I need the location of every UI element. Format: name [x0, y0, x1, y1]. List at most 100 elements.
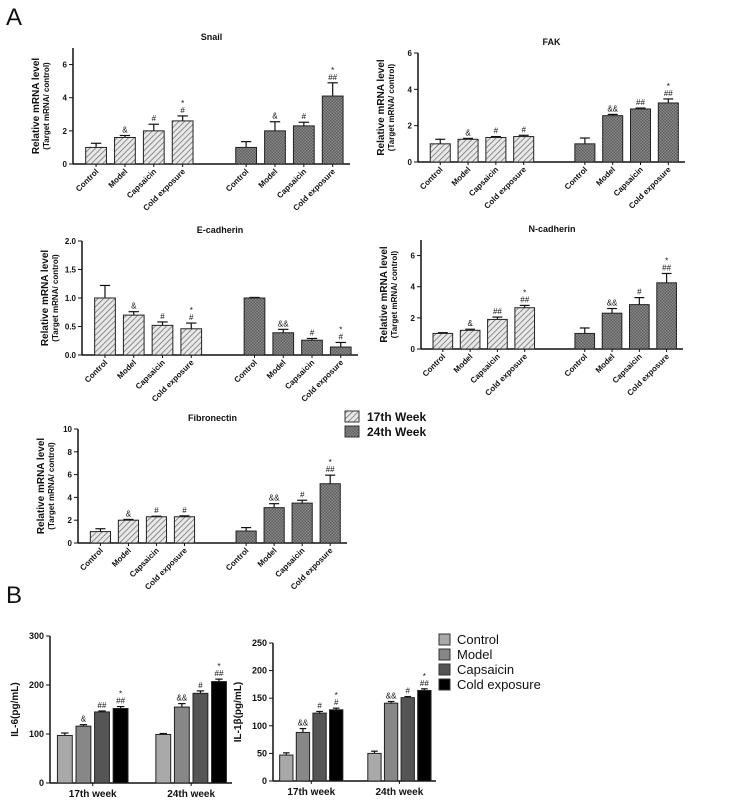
y-axis-label: (Target mRNA/ control) [390, 250, 399, 338]
y-tick-label: 2 [68, 516, 73, 525]
y-tick-label: 6 [68, 471, 73, 480]
bar-model [173, 706, 190, 784]
legend-label: 17th Week [367, 410, 426, 424]
y-tick-label: 0 [408, 158, 413, 167]
bar-capsaicin [485, 136, 507, 163]
significance-mark: ## [664, 89, 673, 98]
bar-model [459, 329, 481, 350]
significance-mark: # [339, 332, 344, 341]
bar-model [272, 332, 295, 356]
significance-mark: && [269, 494, 280, 503]
significance-mark: ## [116, 697, 125, 706]
x-tick-label: Model [256, 546, 279, 569]
x-tick-label: Model [107, 167, 130, 190]
bar-capsaicin [142, 130, 165, 165]
chart-title: FAK [543, 37, 562, 47]
significance-mark: && [607, 299, 618, 308]
bar-control [235, 146, 258, 165]
x-tick-label: Model [265, 358, 288, 381]
significance-mark: # [521, 125, 526, 134]
significance-mark: # [317, 701, 322, 710]
significance-mark: # [198, 681, 203, 690]
significance-mark: && [386, 692, 397, 701]
significance-mark: ## [326, 465, 335, 474]
y-tick-label: 100 [252, 721, 267, 731]
y-tick-label: 4 [63, 94, 68, 103]
y-tick-label: 4 [411, 283, 416, 292]
legend-label: 24th Week [367, 425, 426, 439]
x-tick-label: Control [563, 165, 589, 191]
bar-capsaicin [629, 108, 652, 163]
significance-mark: ## [420, 679, 429, 688]
significance-mark: # [189, 313, 194, 322]
x-tick-label: Control [421, 352, 447, 378]
x-tick-label: Model [257, 167, 280, 190]
bar-cold-exposure [329, 346, 352, 356]
bar-control [235, 530, 257, 544]
bar-capsaicin [292, 125, 315, 165]
panel-b-label: B [6, 582, 23, 609]
significance-mark: # [334, 698, 339, 707]
bar-capsaicin [145, 516, 168, 544]
bar-control [243, 297, 266, 356]
significance-mark: ## [328, 73, 337, 82]
x-tick-label: Control [83, 358, 109, 384]
y-tick-label: 0 [68, 539, 73, 548]
bar-control [432, 332, 454, 350]
significance-mark: # [182, 506, 187, 515]
significance-mark: && [177, 694, 188, 703]
significance-mark: && [278, 319, 289, 328]
significance-mark: ## [215, 669, 224, 678]
significance-mark: # [154, 506, 159, 515]
chart-title: Fibronectin [188, 413, 237, 423]
bar-control [56, 734, 73, 784]
y-tick-label: 250 [252, 638, 267, 648]
significance-mark: # [310, 328, 315, 337]
legend-label: Control [457, 632, 499, 647]
bar-capsaicin [94, 711, 110, 784]
bar-model [295, 731, 311, 782]
y-axis-label: (Target mRNA/ control) [42, 62, 51, 150]
y-tick-label: 0.5 [65, 323, 77, 332]
y-axis-label: (Target mRNA/ control) [47, 442, 56, 530]
y-tick-label: 200 [29, 680, 44, 690]
y-tick-label: 300 [29, 631, 44, 641]
bar-model [75, 725, 92, 784]
bar-control [155, 733, 172, 784]
y-axis-label: Relative mRNA level [40, 250, 51, 347]
x-tick-label: Model [115, 358, 138, 381]
legend-swatch [438, 678, 451, 691]
significance-mark: * [667, 82, 670, 91]
bar-capsaicin [400, 697, 415, 782]
significance-mark: # [405, 687, 410, 696]
bar-model [457, 138, 479, 163]
y-axis-label: IL-1β(pg/mL) [233, 682, 244, 743]
significance-mark: & [81, 715, 87, 724]
y-axis-label: Relative mRNA level [379, 246, 390, 343]
y-tick-label: 2.0 [65, 237, 77, 246]
bar-cold-exposure [657, 102, 679, 163]
y-tick-label: 4 [408, 85, 413, 94]
x-tick-label: 24th week [167, 789, 215, 800]
bar-capsaicin [487, 318, 508, 350]
significance-mark: * [665, 256, 668, 265]
significance-mark: ## [98, 701, 107, 710]
significance-mark: * [423, 672, 426, 681]
x-tick-label: Control [224, 546, 250, 572]
x-tick-label: Control [78, 546, 104, 572]
significance-mark: & [126, 509, 132, 518]
x-tick-label: Model [450, 165, 473, 188]
significance-mark: * [339, 325, 342, 334]
significance-mark: # [180, 106, 185, 115]
significance-mark: # [637, 288, 642, 297]
bar-model [122, 314, 145, 356]
bar-model [383, 702, 399, 782]
significance-mark: & [272, 112, 278, 121]
bar-cold-exposure [321, 95, 344, 165]
bar-control [94, 297, 116, 356]
bar-control [429, 143, 451, 163]
y-axis-label: Relative mRNA level [31, 58, 42, 155]
